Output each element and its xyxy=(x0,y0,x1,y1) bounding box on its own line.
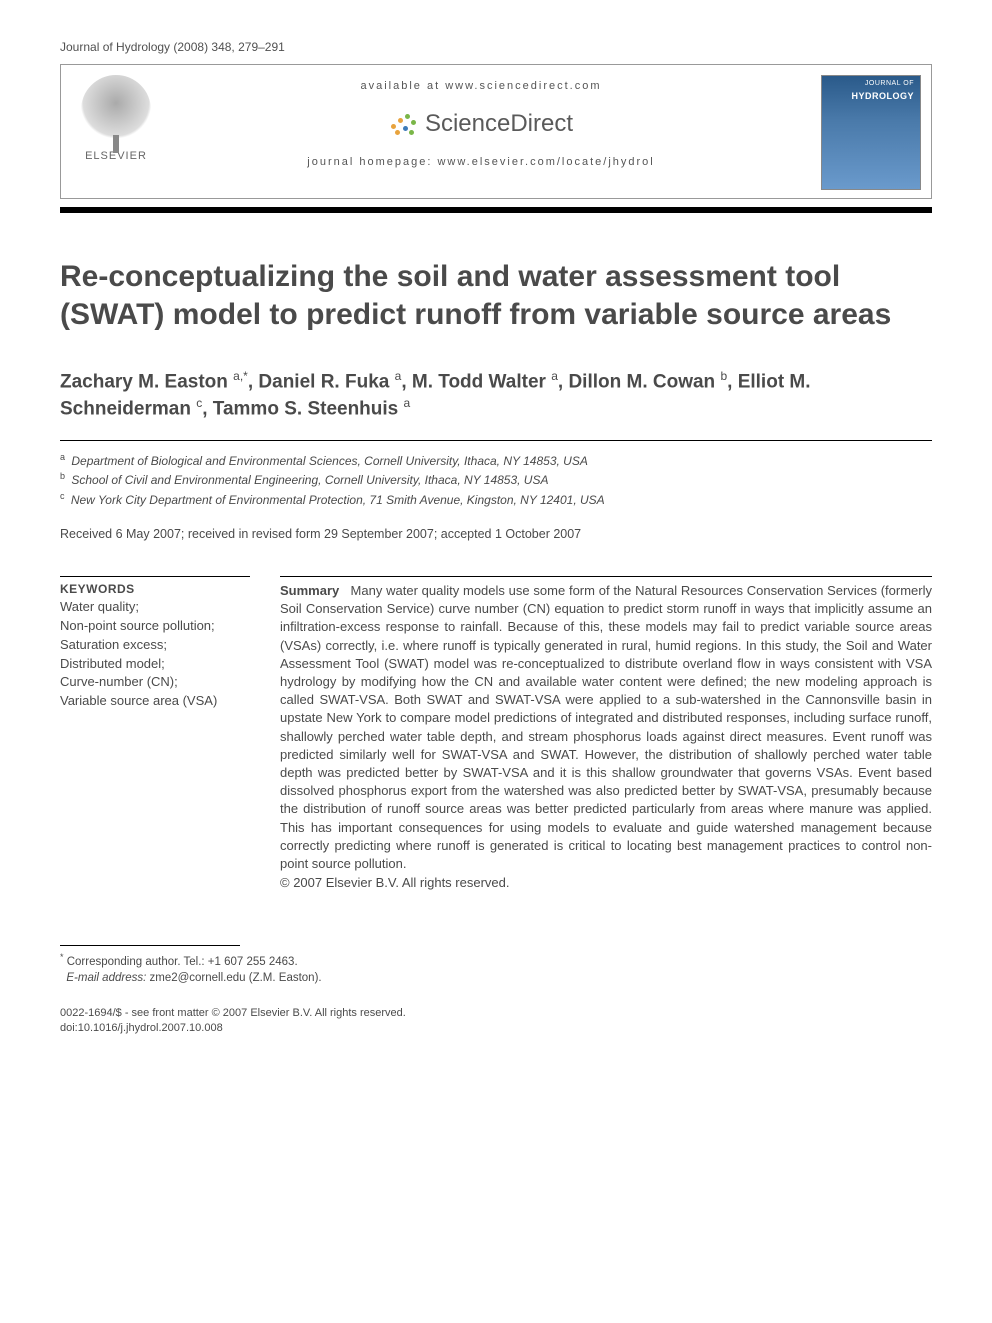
summary-text: Summary Many water quality models use so… xyxy=(280,582,932,873)
publisher-logo-block: ELSEVIER xyxy=(71,75,161,190)
corresponding-email-suffix: (Z.M. Easton). xyxy=(249,972,322,984)
affiliation-list: a Department of Biological and Environme… xyxy=(60,451,932,509)
keywords-column: KEYWORDS Water quality;Non-point source … xyxy=(60,576,250,890)
summary-column: Summary Many water quality models use so… xyxy=(280,576,932,890)
keywords-heading: KEYWORDS xyxy=(60,582,250,596)
email-label: E-mail address: xyxy=(66,972,146,984)
article-history: Received 6 May 2007; received in revised… xyxy=(60,527,932,541)
thick-divider xyxy=(60,207,932,213)
sciencedirect-logo: ScienceDirect xyxy=(171,110,791,138)
available-at-text: available at www.sciencedirect.com xyxy=(171,80,791,92)
journal-citation: Journal of Hydrology (2008) 348, 279–291 xyxy=(60,40,932,54)
sciencedirect-text: ScienceDirect xyxy=(425,110,573,138)
journal-cover-thumbnail: JOURNAL OF HYDROLOGY xyxy=(821,75,921,190)
journal-banner: ELSEVIER available at www.sciencedirect.… xyxy=(60,64,932,199)
corresponding-tel: Corresponding author. Tel.: +1 607 255 2… xyxy=(67,956,298,968)
copyright-line: © 2007 Elsevier B.V. All rights reserved… xyxy=(280,875,932,890)
summary-rule xyxy=(280,576,932,577)
abstract-block: KEYWORDS Water quality;Non-point source … xyxy=(60,576,932,890)
sciencedirect-dots-icon xyxy=(389,110,417,138)
keywords-list: Water quality;Non-point source pollution… xyxy=(60,598,250,711)
front-matter-line1: 0022-1694/$ - see front matter © 2007 El… xyxy=(60,1006,932,1021)
elsevier-tree-icon xyxy=(81,75,151,145)
affiliation-rule xyxy=(60,440,932,441)
article-title: Re-conceptualizing the soil and water as… xyxy=(60,258,932,333)
cover-line1: JOURNAL OF xyxy=(822,76,920,87)
cover-line2: HYDROLOGY xyxy=(822,87,920,101)
banner-center: available at www.sciencedirect.com Scien… xyxy=(171,65,791,198)
corresponding-email: zme2@cornell.edu xyxy=(149,972,245,984)
journal-homepage-text: journal homepage: www.elsevier.com/locat… xyxy=(171,156,791,168)
corresponding-author: * Corresponding author. Tel.: +1 607 255… xyxy=(60,951,932,986)
footer-rule xyxy=(60,945,240,946)
doi-line: doi:10.1016/j.jhydrol.2007.10.008 xyxy=(60,1021,932,1036)
keywords-rule xyxy=(60,576,250,577)
front-matter-info: 0022-1694/$ - see front matter © 2007 El… xyxy=(60,1006,932,1036)
author-list: Zachary M. Easton a,*, Daniel R. Fuka a,… xyxy=(60,368,932,422)
